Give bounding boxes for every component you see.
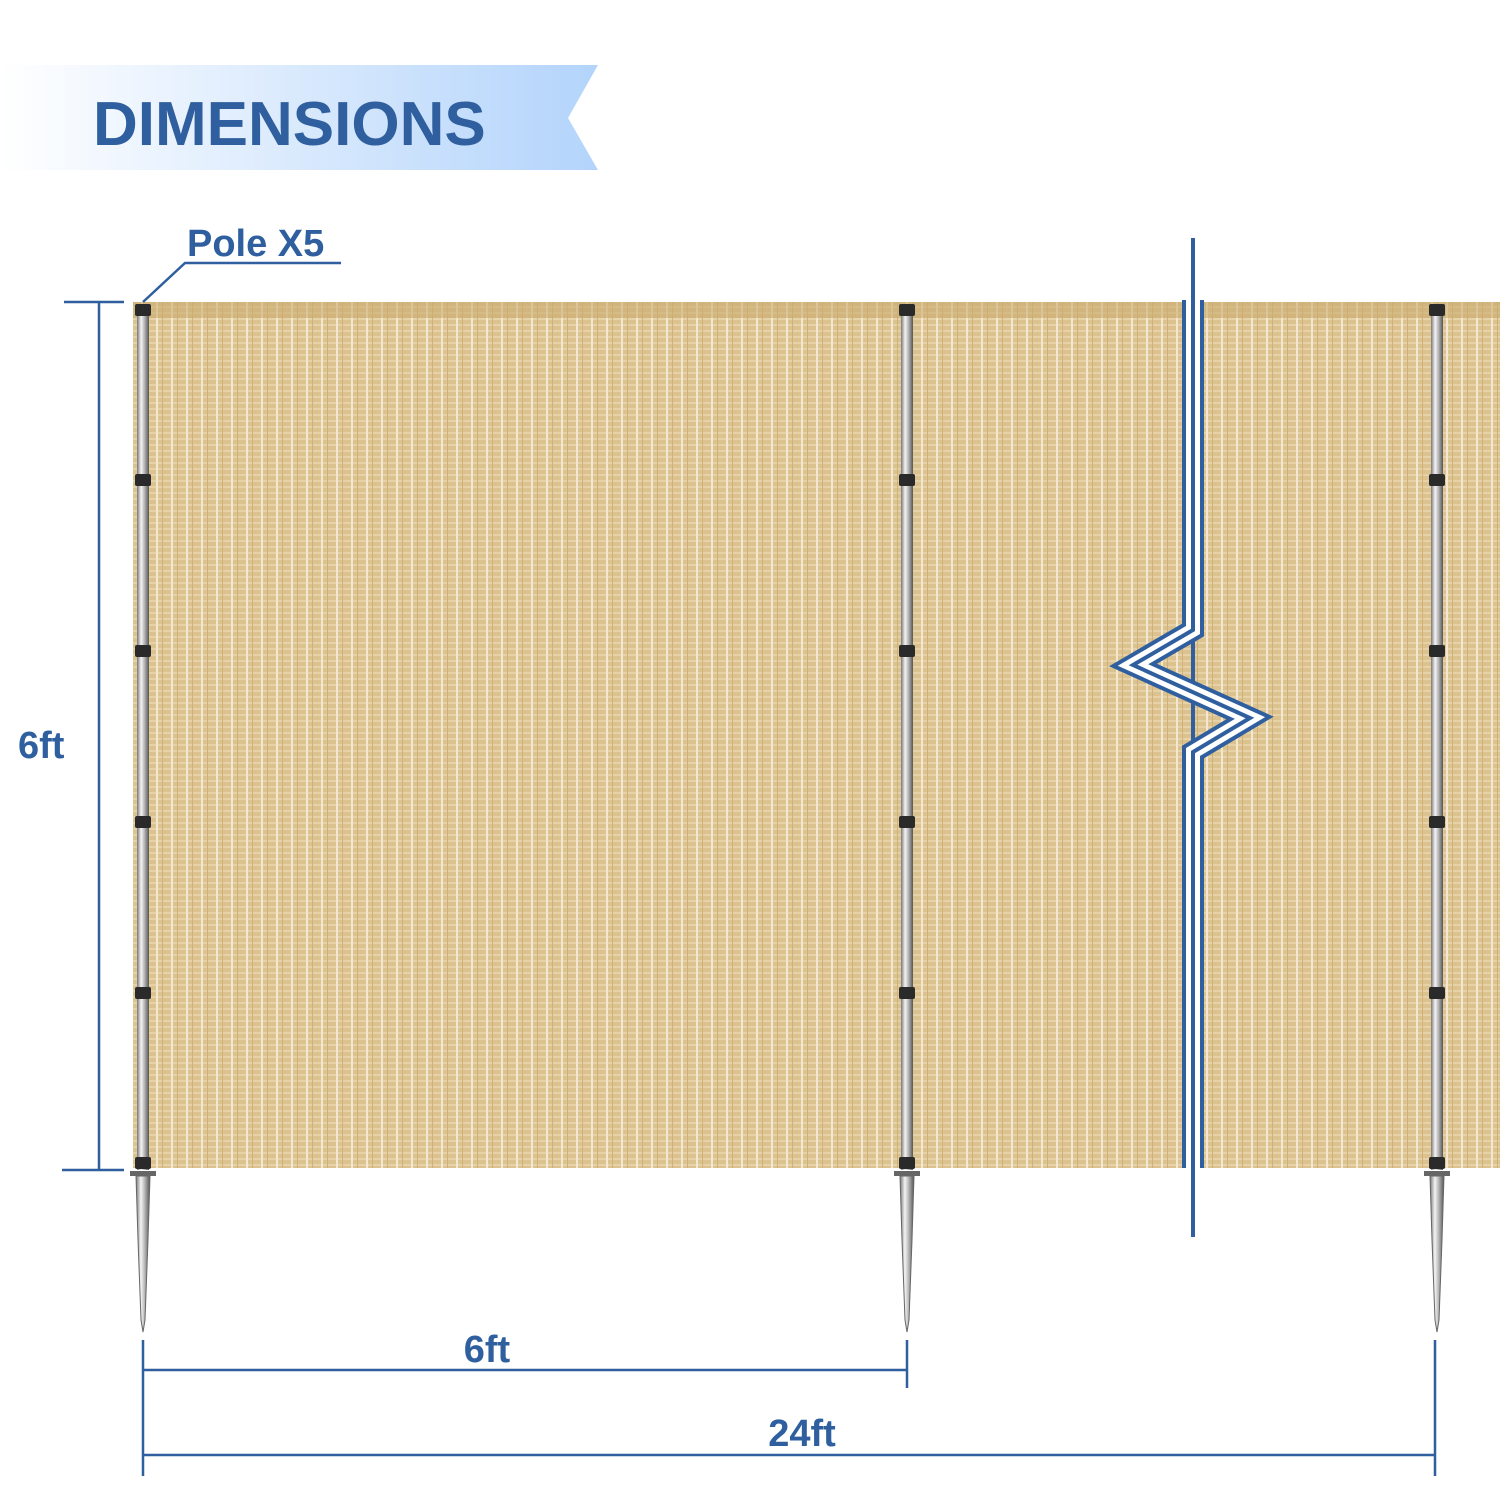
height-dimension-line	[62, 300, 124, 1172]
pole-spacing-label: 6ft	[464, 1329, 511, 1371]
pole	[894, 304, 920, 1333]
break-symbol	[1109, 238, 1274, 1237]
pole-clip	[135, 1157, 151, 1169]
privacy-screen-fabric	[133, 302, 1500, 1168]
pole-callout	[142, 261, 341, 303]
pole-clip	[1429, 645, 1445, 657]
stake-flange	[130, 1171, 156, 1176]
ground-stake	[899, 1175, 915, 1333]
title-banner: DIMENSIONS	[0, 65, 598, 170]
pole	[1424, 304, 1450, 1333]
pole-clip	[135, 816, 151, 828]
ground-stake	[1429, 1175, 1445, 1333]
ground-stake	[135, 1175, 151, 1333]
pole-clip	[899, 645, 915, 657]
banner-title: DIMENSIONS	[93, 90, 486, 159]
pole-clip	[1429, 304, 1445, 316]
pole-clip	[1429, 474, 1445, 486]
pole-clip	[899, 816, 915, 828]
pole-clip	[899, 987, 915, 999]
pole	[130, 304, 156, 1333]
height-label: 6ft	[18, 725, 65, 767]
pole-clip	[899, 1157, 915, 1169]
poles	[130, 304, 1450, 1333]
pole-clip	[135, 987, 151, 999]
stake-flange	[894, 1171, 920, 1176]
pole-clip	[135, 645, 151, 657]
pole-clip	[135, 304, 151, 316]
pole-clip	[1429, 1157, 1445, 1169]
pole-clip	[1429, 816, 1445, 828]
stake-flange	[1424, 1171, 1450, 1176]
total-length-label: 24ft	[768, 1413, 836, 1455]
pole-clip	[135, 474, 151, 486]
pole-clip	[899, 474, 915, 486]
pole-count-label: Pole X5	[187, 223, 324, 265]
pole-clip	[1429, 987, 1445, 999]
length-dimension-lines	[141, 1340, 1437, 1476]
pole-clip	[899, 304, 915, 316]
